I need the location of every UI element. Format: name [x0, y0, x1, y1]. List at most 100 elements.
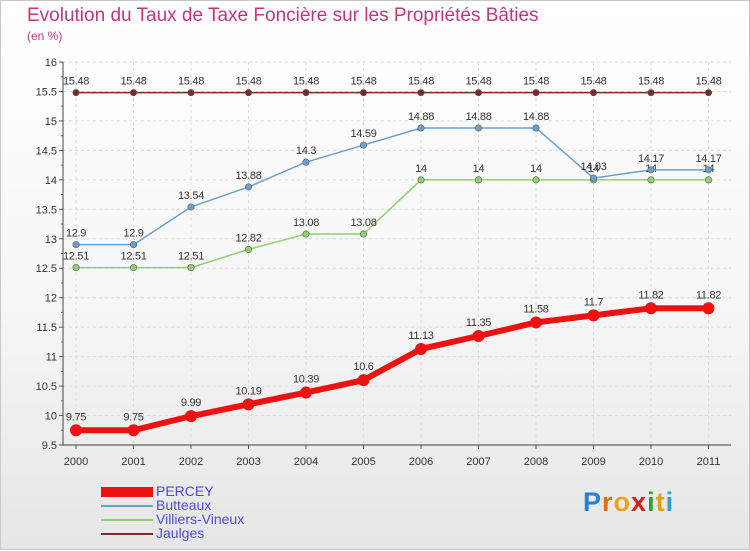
data-label-percey: 11.58 [523, 303, 548, 315]
data-label-villiers-vineux: 13.08 [350, 217, 376, 229]
y-tick-label: 12 [45, 293, 57, 305]
data-point-butteaux [245, 183, 253, 191]
y-tick-label: 13.5 [36, 204, 57, 216]
data-point-villiers-vineux [359, 230, 367, 238]
data-point-jaulges [302, 89, 310, 97]
x-tick-label: 2011 [697, 456, 721, 468]
y-tick-label: 10 [45, 411, 57, 423]
data-point-butteaux [532, 124, 540, 132]
data-point-percey [415, 342, 427, 355]
data-label-butteaux: 14.3 [296, 145, 316, 157]
data-point-villiers-vineux [647, 176, 655, 184]
x-tick-label: 2000 [64, 456, 88, 468]
legend-swatch-butteaux [101, 505, 153, 507]
data-label-butteaux: 12.9 [66, 228, 86, 240]
data-label-jaulges: 15.48 [63, 76, 89, 88]
data-point-percey [587, 309, 600, 322]
data-label-percey: 11.13 [408, 330, 433, 342]
data-label-jaulges: 15.48 [408, 76, 434, 88]
y-tick-label: 14.5 [36, 145, 57, 157]
data-point-percey [702, 302, 715, 315]
data-point-butteaux [130, 241, 138, 249]
data-point-jaulges [704, 89, 712, 97]
data-label-butteaux: 14.88 [523, 111, 549, 123]
data-label-percey: 9.75 [123, 411, 143, 423]
y-tick-label: 15.5 [36, 86, 57, 98]
chart-title: Evolution du Taux de Taxe Foncière sur l… [27, 5, 539, 26]
data-label-jaulges: 15.48 [580, 76, 606, 88]
data-label-villiers-vineux: 12.51 [120, 251, 146, 263]
logo-letter: P [583, 487, 603, 517]
data-label-percey: 10.19 [235, 385, 261, 397]
data-label-percey: 11.82 [696, 289, 721, 301]
x-tick-label: 2004 [294, 456, 318, 468]
data-label-jaulges: 15.48 [523, 76, 549, 88]
logo-letter: i [647, 487, 656, 517]
y-tick-label: 12.5 [36, 263, 57, 275]
legend-swatch-villiers-vineux [101, 519, 153, 521]
data-label-jaulges: 15.48 [120, 76, 146, 88]
x-tick-label: 2001 [121, 456, 145, 468]
data-label-jaulges: 15.48 [235, 76, 261, 88]
series-line-percey [76, 305, 709, 434]
data-label-villiers-vineux: 13.08 [293, 217, 319, 229]
data-label-percey: 10.6 [353, 361, 373, 373]
y-tick-label: 11 [46, 352, 57, 364]
data-point-butteaux [359, 141, 367, 149]
data-label-villiers-vineux: 14 [473, 163, 485, 175]
x-tick-label: 2009 [581, 456, 605, 468]
data-point-butteaux [474, 124, 482, 132]
data-point-butteaux [187, 203, 195, 211]
data-point-butteaux [72, 241, 80, 249]
data-point-villiers-vineux [130, 264, 138, 272]
legend-label-villiers-vineux: Villiers-Vineux [156, 511, 245, 527]
y-tick-label: 14 [45, 175, 57, 187]
data-label-percey: 9.75 [66, 411, 86, 423]
data-label-butteaux: 14.03 [580, 161, 606, 173]
x-tick-label: 2003 [236, 456, 260, 468]
data-point-butteaux [417, 124, 425, 132]
data-point-jaulges [532, 89, 540, 97]
data-point-percey [530, 316, 542, 329]
legend-swatch-percey [101, 487, 153, 497]
data-label-jaulges: 15.48 [178, 76, 204, 88]
data-point-percey [300, 386, 312, 399]
data-label-jaulges: 15.48 [350, 76, 376, 88]
data-point-butteaux [302, 158, 310, 166]
y-tick-label: 9.5 [42, 440, 57, 452]
logo-letter: x [631, 487, 648, 517]
data-point-butteaux [589, 174, 597, 182]
logo-letter: t [655, 487, 666, 517]
x-tick-label: 2007 [466, 456, 490, 468]
data-label-butteaux: 12.9 [123, 228, 143, 240]
data-label-jaulges: 15.48 [638, 76, 664, 88]
data-point-jaulges [187, 89, 195, 97]
y-tick-label: 11.5 [36, 322, 57, 334]
unit-label: (en %) [27, 29, 63, 43]
x-tick-label: 2006 [409, 456, 433, 468]
data-point-villiers-vineux [72, 264, 80, 272]
data-label-villiers-vineux: 12.82 [235, 232, 261, 244]
data-point-jaulges [589, 89, 597, 97]
data-label-percey: 11.35 [466, 317, 491, 329]
data-label-villiers-vineux: 14 [588, 163, 600, 175]
data-point-butteaux [647, 166, 655, 174]
data-point-percey [70, 424, 82, 437]
data-point-jaulges [130, 89, 138, 97]
data-label-butteaux: 14.17 [695, 153, 721, 165]
data-point-villiers-vineux [245, 245, 253, 253]
data-point-villiers-vineux [532, 176, 540, 184]
data-label-villiers-vineux: 14 [415, 163, 427, 175]
y-tick-label: 16 [45, 57, 57, 69]
data-point-jaulges [359, 89, 367, 97]
data-point-jaulges [474, 89, 482, 97]
data-label-villiers-vineux: 14 [530, 163, 542, 175]
series-line-villiers-vineux [76, 179, 709, 269]
logo-letter: i [665, 487, 675, 517]
data-label-butteaux: 14.88 [408, 111, 434, 123]
data-label-butteaux: 14.59 [350, 128, 376, 140]
data-label-jaulges: 15.48 [695, 76, 721, 88]
data-point-percey [242, 398, 255, 411]
data-point-butteaux [704, 166, 712, 174]
proxiti-logo: Proxiti [583, 487, 674, 518]
